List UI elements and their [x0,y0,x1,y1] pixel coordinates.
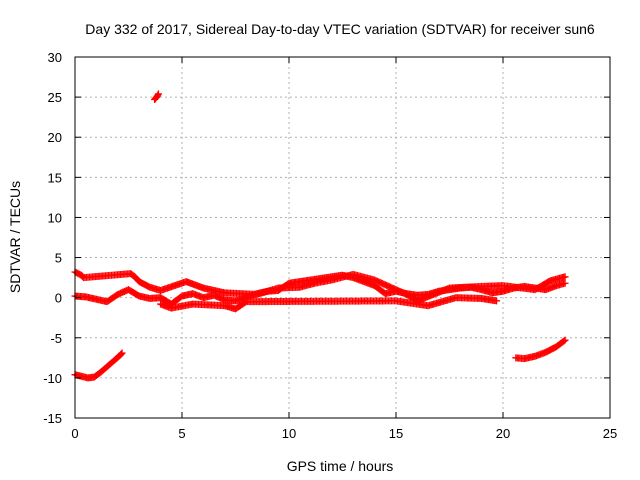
chart-title: Day 332 of 2017, Sidereal Day-to-day VTE… [85,21,595,37]
axis-ticks: 0 5 10 15 20 25 -15 -10 -5 0 5 10 15 20 25 30 [43,50,617,441]
y-tick-label: 0 [55,291,62,306]
y-tick-label: -10 [43,371,62,386]
data-point [493,297,501,305]
data-point [561,273,569,281]
series-upper-branch [71,268,569,305]
data-point [118,349,126,357]
y-tick-label: 15 [48,170,62,185]
grid [75,57,610,418]
y-tick-label: 25 [48,90,62,105]
x-tick-label: 0 [71,426,78,441]
series-late-negative [512,336,569,363]
y-tick-label: 5 [55,251,62,266]
series-early-negative [71,349,126,382]
series-outlier [151,90,162,104]
data-marks [71,90,569,382]
data-point [560,337,568,345]
y-tick-label: -15 [43,411,62,426]
y-axis-label: SDTVAR / TECUs [7,181,23,293]
x-tick-label: 5 [178,426,185,441]
series-lower-branch [157,294,501,313]
y-tick-label: 10 [48,210,62,225]
x-tick-label: 15 [389,426,403,441]
y-tick-label: -5 [50,331,62,346]
data-point [561,279,569,287]
x-axis-label: GPS time / hours [287,458,394,474]
x-tick-label: 10 [282,426,296,441]
data-point [117,350,125,358]
data-point [154,90,162,98]
data-point [117,351,125,359]
plot-frame [74,56,611,419]
y-tick-label: 30 [48,50,62,65]
x-tick-label: 20 [496,426,510,441]
data-point [561,336,569,344]
x-tick-label: 25 [603,426,617,441]
y-tick-label: 20 [48,130,62,145]
